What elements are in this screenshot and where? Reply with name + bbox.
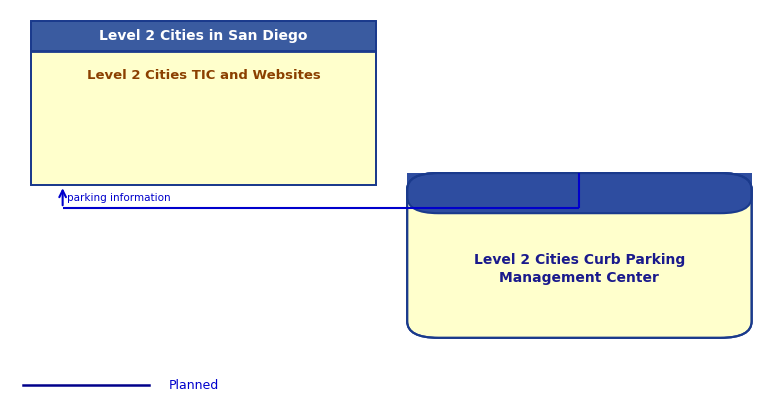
- FancyBboxPatch shape: [407, 173, 752, 338]
- Bar: [31, 21, 376, 52]
- Bar: [31, 52, 376, 185]
- Bar: [407, 173, 752, 200]
- Text: parking information: parking information: [67, 193, 170, 203]
- Text: Level 2 Cities in San Diego: Level 2 Cities in San Diego: [99, 29, 308, 43]
- FancyBboxPatch shape: [407, 173, 752, 213]
- Text: Level 2 Cities Curb Parking
Management Center: Level 2 Cities Curb Parking Management C…: [474, 253, 685, 285]
- Bar: [31, 21, 376, 185]
- Text: Level 2 Cities TIC and Websites: Level 2 Cities TIC and Websites: [87, 69, 320, 82]
- Text: Planned: Planned: [168, 379, 218, 392]
